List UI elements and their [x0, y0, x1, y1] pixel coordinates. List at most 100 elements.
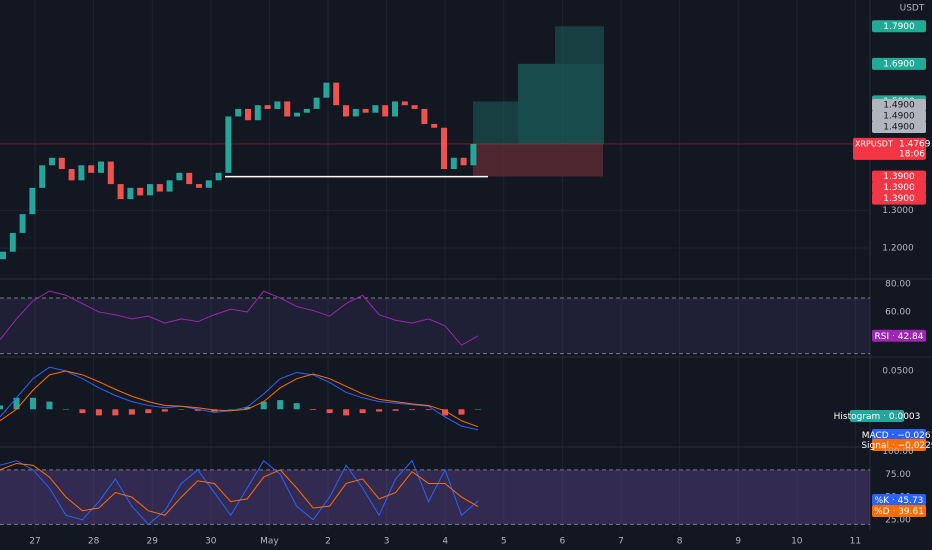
stoch-badge	[872, 505, 926, 517]
price-badge-text: 1.3900	[883, 183, 915, 193]
stoch-badge-text: %K · 45.73	[875, 496, 924, 506]
price-badge-text: 1.3900	[883, 172, 915, 182]
countdown: 18:06	[899, 149, 925, 159]
histogram-badge-part: 0.0003	[889, 412, 921, 422]
price-badge	[872, 20, 926, 33]
candle	[88, 165, 95, 173]
x-tick-label: 29	[146, 537, 158, 547]
candle	[264, 105, 271, 109]
macd-badge-text: MACD · −0.0267	[862, 431, 932, 441]
y-tick-label: 25.00	[885, 515, 911, 525]
candle	[421, 108, 428, 124]
candle	[39, 165, 46, 188]
histogram-bar	[392, 409, 399, 411]
last-price: 1.4769	[899, 139, 931, 149]
price-badge-text: 1.3900	[883, 194, 915, 204]
candle	[19, 214, 26, 233]
candle	[176, 172, 183, 181]
stoch-line	[0, 459, 479, 526]
candle	[274, 101, 281, 109]
rsi-badge-part: RSI	[875, 331, 890, 341]
candle	[186, 172, 193, 185]
rsi-badge-part: 42.84	[898, 331, 924, 341]
x-tick-label: 9	[735, 537, 741, 547]
histogram-bar	[178, 409, 185, 410]
x-tick-label: 28	[88, 537, 100, 547]
candle	[431, 123, 438, 128]
x-tick-label: May	[260, 537, 279, 547]
target-zone	[518, 63, 555, 144]
stop-zone	[473, 143, 603, 177]
histogram-bar	[0, 405, 3, 410]
x-tick-label: 27	[29, 537, 40, 547]
candle	[313, 97, 320, 109]
candle	[470, 143, 477, 166]
candle	[401, 101, 408, 106]
macd-badge-part: Signal	[861, 441, 889, 451]
y-tick-label: 100.00	[882, 447, 914, 457]
histogram-bar	[442, 409, 449, 416]
histogram-badge	[850, 410, 904, 422]
candle	[382, 105, 389, 117]
candle	[333, 82, 340, 106]
macd-badge-part: −0.0267	[897, 431, 932, 441]
macd-badge-part: −0.0229	[898, 441, 932, 451]
candle	[392, 101, 398, 117]
candle	[460, 157, 467, 166]
candle	[235, 108, 242, 117]
macd-line	[0, 366, 479, 431]
histogram-bar	[376, 409, 383, 412]
candle	[352, 108, 359, 117]
price-badge	[872, 121, 926, 133]
price-badge	[872, 181, 926, 194]
histogram-bar	[128, 409, 135, 415]
histogram-bar	[145, 409, 152, 414]
stoch-badge-part: %K	[875, 496, 891, 506]
histogram-bar	[475, 409, 481, 410]
histogram-bar	[409, 409, 416, 411]
macd-badge-part: MACD	[862, 431, 889, 441]
x-tick-label: 8	[677, 537, 683, 547]
candle	[254, 105, 261, 121]
target-zone	[555, 26, 604, 144]
histogram-bar	[112, 409, 119, 416]
histogram-bar	[29, 397, 36, 410]
histogram-bar	[227, 409, 234, 410]
rsi-line	[0, 290, 479, 346]
candle	[117, 184, 124, 200]
candle	[303, 108, 310, 113]
histogram-bar	[194, 409, 201, 411]
candle	[29, 187, 36, 215]
symbol: XRPUSDT	[855, 139, 893, 148]
x-tick-label: 7	[618, 537, 624, 547]
x-tick-label: 3	[384, 537, 390, 547]
candle	[441, 127, 447, 170]
y-tick-label: 75.00	[885, 470, 911, 480]
candle	[9, 232, 16, 252]
histogram-bar	[277, 400, 284, 410]
price-badge-text: 1.7900	[883, 22, 915, 32]
candle	[245, 108, 251, 121]
histogram-bar	[458, 409, 465, 415]
histogram-bar	[310, 409, 317, 411]
histogram-bar	[343, 409, 350, 416]
candle	[450, 157, 457, 170]
histogram-bar	[46, 401, 53, 410]
histogram-bar	[260, 401, 267, 410]
price-badge-text: 1.4900	[883, 101, 915, 111]
x-tick-label: 30	[205, 537, 217, 547]
candle	[205, 180, 212, 188]
candle	[166, 180, 173, 192]
stoch-badge-part: 39.61	[898, 507, 924, 517]
histogram-bar	[62, 409, 69, 410]
x-tick-label: 4	[442, 537, 448, 547]
candle	[58, 157, 65, 170]
price-badge	[872, 110, 926, 122]
macd-line	[0, 370, 479, 428]
price-badge	[872, 170, 926, 183]
candle	[294, 112, 300, 117]
stoch-line	[0, 462, 479, 516]
macd-badge	[872, 429, 926, 441]
candle	[225, 116, 232, 173]
